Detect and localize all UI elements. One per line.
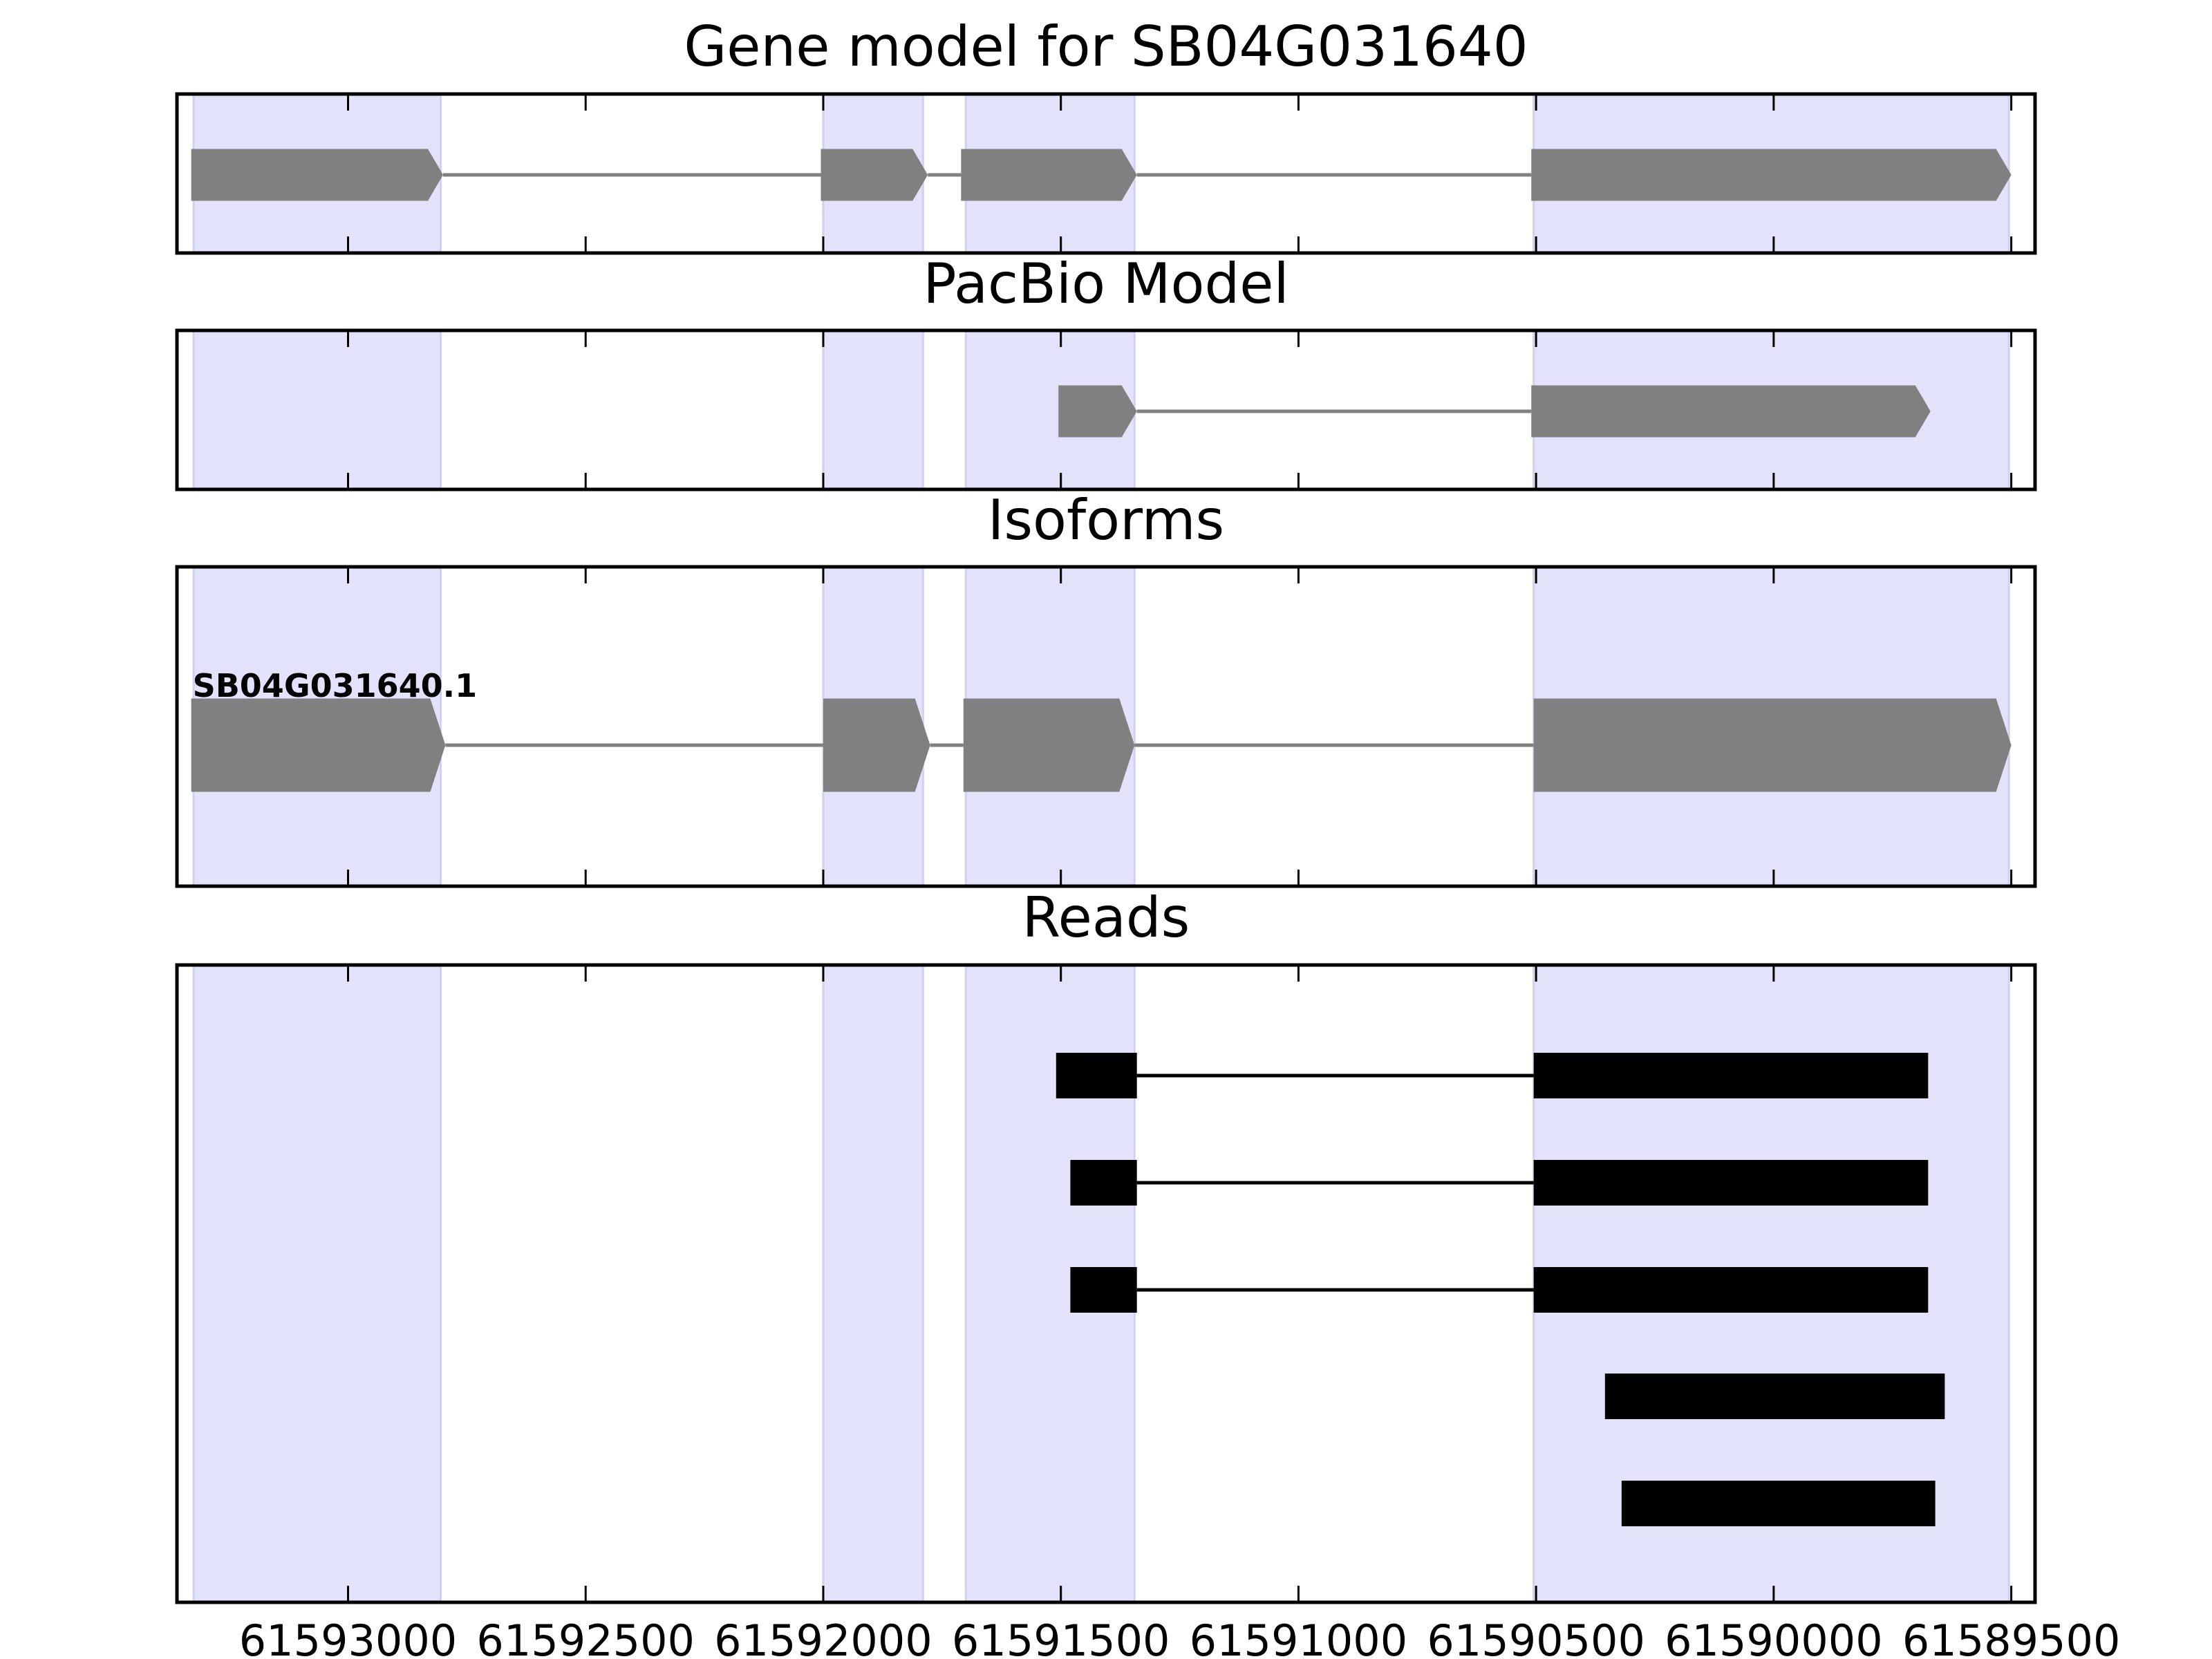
exon-highlight-region — [822, 964, 924, 1604]
x-tick-label: 61591000 — [1190, 1615, 1408, 1659]
x-tick-label: 61589500 — [1902, 1615, 2121, 1659]
panel-title: Isoforms — [988, 488, 1224, 552]
exon-highlight-region — [822, 329, 924, 491]
exon-arrow — [1533, 698, 2012, 792]
x-tick-label: 61590500 — [1427, 1615, 1645, 1659]
read-block — [1621, 1481, 1936, 1526]
exon-arrow — [961, 149, 1137, 201]
axes-frame — [175, 963, 2037, 1604]
x-axis-tick-labels: 61593000 61592500 61592000 61591500 61591000… — [239, 1615, 2121, 1659]
panel-pacbio-model: PacBio Model — [175, 252, 2037, 491]
axes-frame — [175, 565, 2037, 888]
read-block — [1533, 1160, 1929, 1206]
x-tick-label: 61591500 — [952, 1615, 1170, 1659]
x-tick-label: 61593000 — [239, 1615, 458, 1659]
axes-frame — [175, 92, 2037, 255]
exon-arrow — [1531, 385, 1931, 438]
panel-isoforms: Isoforms SB04G031640.1 — [175, 488, 2037, 888]
exon-arrow — [963, 698, 1135, 792]
read-block — [1533, 1267, 1929, 1313]
panel-gene-model: Gene model for SB04G031640 — [175, 15, 2037, 255]
read-block — [1070, 1267, 1137, 1313]
panel-title: PacBio Model — [923, 252, 1288, 316]
exon-arrow — [191, 698, 446, 792]
read-block — [1533, 1053, 1929, 1098]
exon-highlight-region — [192, 964, 442, 1604]
read-block — [1056, 1053, 1137, 1098]
exon-arrow — [1531, 149, 2012, 201]
exon-arrow — [191, 149, 443, 201]
exon-arrow — [823, 698, 930, 792]
panel-title: Gene model for SB04G031640 — [684, 15, 1528, 79]
axes-frame — [175, 328, 2037, 491]
x-tick-label: 61592500 — [476, 1615, 695, 1659]
read-block — [1070, 1160, 1137, 1206]
x-tick-label: 61592000 — [714, 1615, 932, 1659]
exon-arrow — [1058, 385, 1137, 438]
exon-highlight-region — [192, 329, 442, 491]
read-block — [1604, 1374, 1945, 1419]
exon-arrow — [821, 149, 928, 201]
panel-reads: Reads — [175, 885, 2037, 1604]
x-tick-label: 61590000 — [1665, 1615, 1883, 1659]
panel-title: Reads — [1022, 885, 1190, 950]
isoform-label: SB04G031640.1 — [193, 667, 477, 704]
